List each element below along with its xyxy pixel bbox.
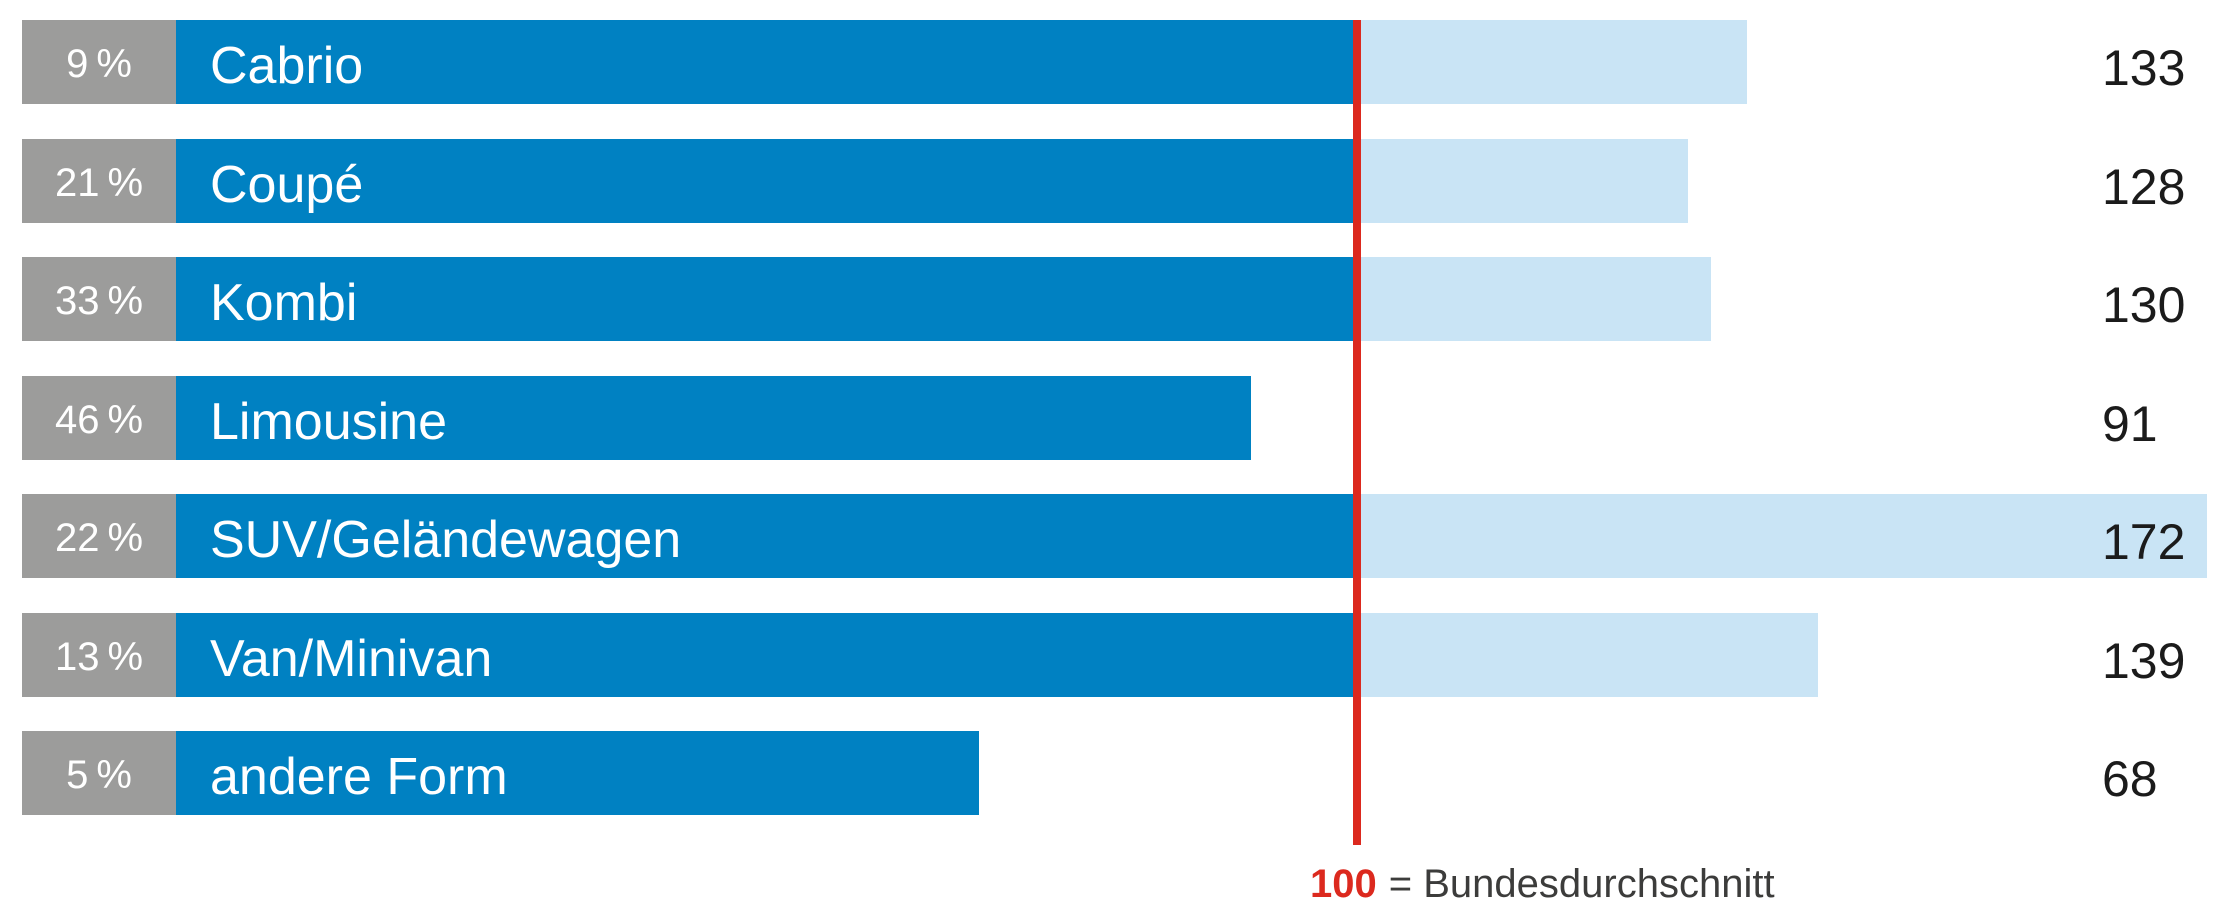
category-label: andere Form — [210, 748, 508, 806]
reference-line-100 — [1353, 20, 1361, 845]
percent-box: 9 % — [22, 20, 176, 104]
bar-row: 13 % Van/Minivan 139 — [0, 612, 2231, 697]
percent-box: 5 % — [22, 731, 176, 815]
bar-row: 33 % Kombi 130 — [0, 257, 2231, 341]
index-value: 133 — [2102, 40, 2186, 96]
bar-row: 21 % Coupé 128 — [0, 138, 2231, 223]
percent-box: 13 % — [22, 612, 176, 697]
category-label: Coupé — [210, 155, 364, 214]
category-label: Cabrio — [210, 37, 364, 95]
bar-light-segment — [1357, 494, 2207, 578]
bar-row: 5 % andere Form 68 — [0, 731, 2231, 815]
percent-label: 13 % — [54, 634, 144, 679]
percent-label: 21 % — [54, 160, 144, 205]
legend-label: = Bundesdurchschnitt — [1388, 862, 1775, 906]
category-label: SUV/Geländewagen — [210, 511, 682, 569]
bar — [176, 731, 979, 815]
bar-dark-segment — [176, 494, 1357, 578]
bar-row: 22 % SUV/Geländewagen 172 — [0, 494, 2231, 578]
index-value: 172 — [2102, 514, 2186, 570]
percent-box: 22 % — [22, 494, 176, 578]
bar-light-segment — [1357, 257, 1711, 341]
bar-dark-segment — [176, 731, 979, 815]
bar-light-segment — [1357, 612, 1818, 697]
index-value: 68 — [2102, 751, 2158, 807]
bar-light-segment — [1357, 138, 1688, 223]
category-label: Limousine — [210, 392, 448, 451]
percent-label: 33 % — [54, 279, 144, 323]
bar — [176, 612, 1818, 697]
bar — [176, 375, 1251, 460]
percent-box: 21 % — [22, 138, 176, 223]
bar-dark-segment — [176, 612, 1357, 697]
percent-label: 46 % — [54, 397, 144, 442]
index-value: 130 — [2102, 277, 2186, 333]
bar-dark-segment — [176, 20, 1357, 104]
percent-box: 33 % — [22, 257, 176, 341]
bar — [176, 494, 2207, 578]
percent-label: 9 % — [66, 42, 132, 86]
bar-dark-segment — [176, 138, 1357, 223]
percent-label: 5 % — [66, 753, 132, 797]
percent-box: 46 % — [22, 375, 176, 460]
bar-row: 9 % Cabrio 133 — [0, 20, 2231, 104]
bar-row: 46 % Limousine 91 — [0, 375, 2231, 460]
bar — [176, 20, 1747, 104]
bar — [176, 257, 1711, 341]
category-label: Kombi — [210, 274, 358, 332]
category-label: Van/Minivan — [210, 629, 493, 688]
index-value: 139 — [2102, 632, 2186, 689]
legend-value: 100 — [1310, 862, 1377, 906]
percent-label: 22 % — [54, 516, 144, 560]
bar-dark-segment — [176, 375, 1251, 460]
bar-light-segment — [1357, 20, 1747, 104]
bar-dark-segment — [176, 257, 1357, 341]
index-value: 128 — [2102, 158, 2186, 215]
reference-legend: 100 = Bundesdurchschnitt — [1310, 864, 1775, 904]
bar — [176, 138, 1688, 223]
index-value: 91 — [2102, 395, 2158, 452]
